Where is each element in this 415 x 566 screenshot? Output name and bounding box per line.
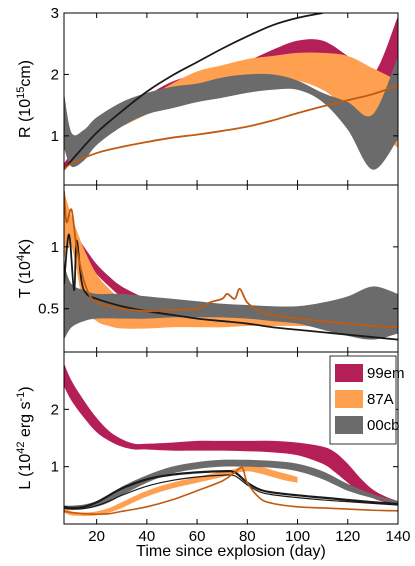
legend-label-87A: 87A [367, 391, 394, 408]
curve-2 [64, 191, 398, 329]
curve-1 [64, 233, 398, 341]
y-tick-label: 1 [51, 128, 59, 145]
y-axis-label: R (1015cm) [15, 60, 34, 138]
curve-1 [64, 470, 398, 510]
y-tick-label: 2 [51, 401, 59, 418]
legend: 99em 87A 00cb [329, 355, 405, 445]
curve-1 [64, 13, 323, 171]
panel-temperature: 0.5 1 T (104K) [15, 184, 399, 353]
x-axis-label: Time since explosion (day) [136, 543, 326, 560]
y-tick-label: 0.5 [38, 301, 59, 318]
y-tick-label: 2 [51, 66, 59, 83]
band-99em [64, 363, 398, 504]
x-tick-label: 120 [335, 528, 360, 545]
panel-radius: 1 2 3 R (1015cm) [15, 5, 399, 186]
legend-label-00cb: 00cb [367, 417, 400, 434]
x-tick-label: 100 [285, 528, 310, 545]
band-87A [64, 191, 398, 334]
x-tick-label: 20 [88, 528, 105, 545]
legend-label-99em: 99em [367, 365, 405, 382]
y-tick-label: 3 [51, 5, 59, 22]
y-axis-label: L (1042 erg s-1) [15, 386, 34, 489]
y-tick-label: 1 [51, 239, 59, 256]
curve-2 [64, 474, 398, 510]
band-00cb [64, 459, 398, 510]
curve-2 [64, 84, 398, 171]
band-00cb [64, 56, 398, 170]
band-87A [84, 52, 398, 149]
x-tick-label: 60 [189, 528, 206, 545]
band-99em [64, 209, 223, 318]
plot-frame [63, 351, 399, 525]
legend-swatch-00cb [335, 416, 363, 434]
y-tick-label: 1 [51, 459, 59, 476]
x-tick-label: 140 [385, 528, 410, 545]
legend-swatch-87A [335, 390, 363, 408]
panel-luminosity: 1 2 20 40 60 80 100 120 140 L (1042 erg s-1) [15, 351, 411, 545]
curve-3 [64, 466, 398, 516]
x-tick-label: 40 [139, 528, 156, 545]
band-87A [64, 465, 298, 516]
x-tick-label: 80 [239, 528, 256, 545]
band-00cb [64, 265, 398, 340]
y-axis-label: T (104K) [15, 239, 34, 298]
legend-swatch-99em [335, 364, 363, 382]
